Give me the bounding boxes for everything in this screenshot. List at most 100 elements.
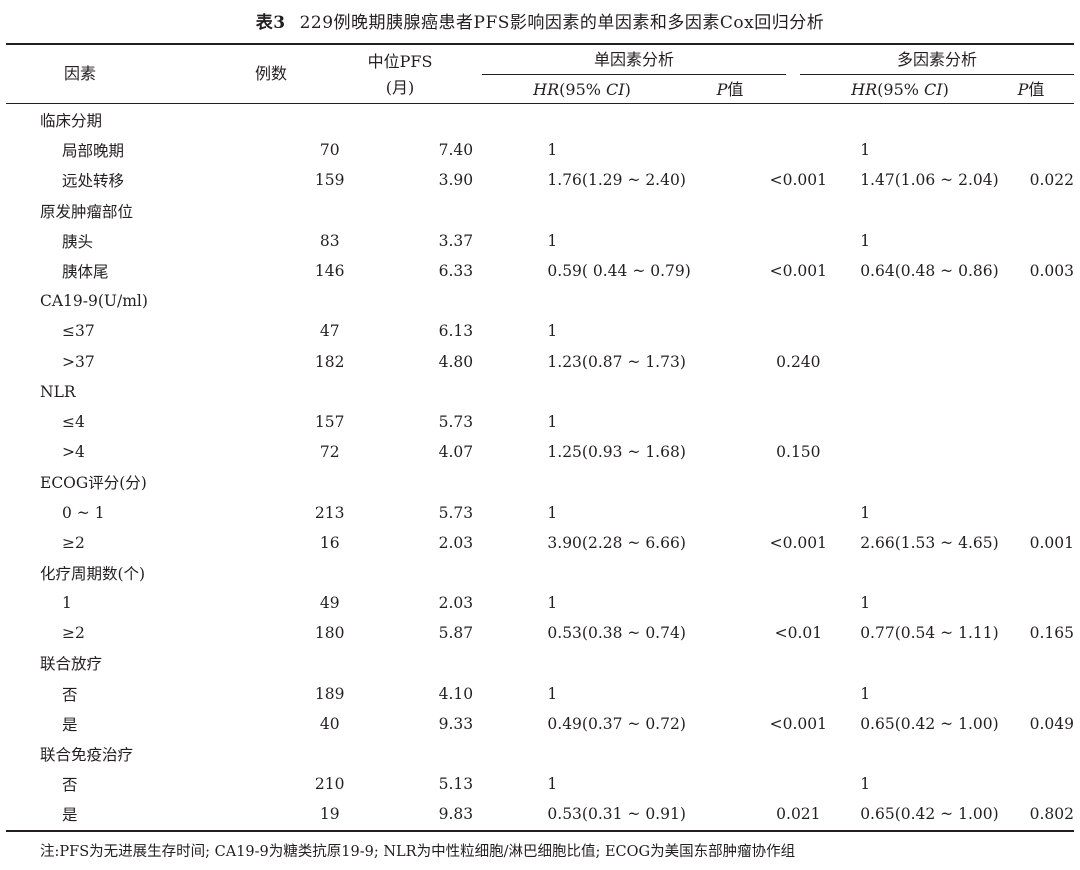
multivariate-p-cell	[1030, 679, 1074, 709]
multivariate-hr-cell: 0.64(0.48 ~ 0.86)	[860, 262, 999, 281]
multivariate-p-cell: 0.001	[1029, 533, 1074, 552]
multivariate-hr-cell	[860, 739, 1029, 769]
multivariate-p-cell: 0.049	[1029, 714, 1074, 733]
header-multi-p: P值	[986, 80, 1076, 100]
multivariate-hr-cell	[860, 558, 1029, 588]
median-pfs-cell	[364, 648, 547, 678]
table-row: 1 49 2.03 1 1	[6, 588, 1074, 618]
table-row: 是 19 9.83 0.53(0.31 ~ 0.91) 0.021 0.65(0.42 ~…	[6, 799, 1074, 829]
factor-cell: ≤4	[62, 412, 85, 431]
table-row: ≥2 180 5.87 0.53(0.38 ~ 0.74) <0.01 0.77(0.54…	[6, 618, 1074, 648]
count-cell: 180	[314, 624, 345, 643]
multivariate-p-cell	[1030, 648, 1074, 678]
multivariate-hr-cell: 1	[860, 231, 871, 250]
header-rule	[6, 103, 1074, 104]
multivariate-hr-cell: 1	[860, 594, 871, 613]
univariate-hr-cell: 1	[547, 412, 558, 431]
univariate-hr-cell: 1.25(0.93 ~ 1.68)	[547, 443, 686, 462]
univariate-p-cell: <0.01	[774, 624, 823, 643]
p-suffix: 值	[1028, 80, 1045, 99]
median-pfs-cell: 3.90	[438, 171, 474, 190]
header-factor: 因素	[63, 64, 96, 83]
median-pfs-cell: 9.83	[438, 805, 474, 824]
multivariate-p-cell	[1030, 135, 1074, 165]
count-cell: 16	[319, 533, 340, 552]
group-row: NLR	[6, 377, 1074, 407]
multivariate-p-cell	[1030, 226, 1074, 256]
factor-cell: 化疗周期数(个)	[40, 564, 146, 583]
factor-cell: 局部晚期	[62, 142, 125, 161]
univariate-hr-cell	[547, 105, 736, 135]
factor-cell: >4	[62, 443, 85, 462]
median-pfs-cell	[364, 196, 547, 226]
median-pfs-cell: 4.80	[438, 352, 474, 371]
factor-cell: 联合放疗	[40, 655, 103, 674]
count-cell	[295, 377, 364, 407]
group-row: 联合免疫治疗	[6, 739, 1074, 769]
count-cell	[295, 558, 364, 588]
factor-cell: 是	[62, 715, 78, 734]
group-row: CA19-9(U/ml)	[6, 286, 1074, 316]
multivariate-hr-cell	[860, 347, 1029, 377]
multivariate-p-cell: 0.165	[1029, 624, 1074, 643]
multivariate-hr-cell	[860, 196, 1029, 226]
univariate-p-cell	[737, 739, 861, 769]
multivariate-hr-cell	[860, 437, 1029, 467]
header-uni-hr: HR(95% CI)	[482, 80, 682, 100]
univariate-p-cell	[737, 679, 861, 709]
univariate-p-cell	[737, 135, 861, 165]
table-row: ≥2 16 2.03 3.90(2.28 ~ 6.66) <0.001 2.66(1.53…	[6, 528, 1074, 558]
multivariate-p-cell: 0.003	[1029, 262, 1074, 281]
table-title: 229例晚期胰腺癌患者PFS影响因素的单因素和多因素Cox回归分析	[299, 13, 825, 33]
multivariate-p-cell	[1030, 196, 1074, 226]
table-row: ≤4 157 5.73 1	[6, 407, 1074, 437]
hr-close: )	[942, 80, 949, 99]
count-cell: 83	[319, 231, 340, 250]
univariate-hr-cell	[547, 648, 736, 678]
univariate-p-cell	[737, 377, 861, 407]
median-pfs-cell	[364, 558, 547, 588]
multivariate-p-cell	[1030, 105, 1074, 135]
hr-label: HR	[851, 80, 878, 99]
factor-cell: ≤37	[62, 322, 95, 341]
count-cell: 40	[319, 714, 340, 733]
univariate-hr-cell: 1	[547, 775, 558, 794]
factor-cell: 0 ~ 1	[62, 503, 105, 522]
results-table: 临床分期 局部晚期 70 7.40 1 1 远处转移 159 3.90 1.76(1.29 ~ 2…	[6, 105, 1074, 830]
multivariate-hr-cell: 0.65(0.42 ~ 1.00)	[860, 805, 999, 824]
factor-cell: 联合免疫治疗	[40, 746, 134, 765]
ci-label: CI	[924, 80, 943, 99]
median-pfs-cell	[364, 105, 547, 135]
factor-cell: 胰头	[62, 232, 94, 251]
univariate-p-cell	[737, 226, 861, 256]
factor-cell: 胰体尾	[62, 263, 109, 282]
multivariate-hr-cell: 0.77(0.54 ~ 1.11)	[860, 624, 999, 643]
median-pfs-cell: 5.13	[438, 775, 474, 794]
multivariate-hr-cell	[860, 648, 1029, 678]
count-cell	[295, 648, 364, 678]
multivariate-hr-cell: 1	[860, 775, 871, 794]
factor-cell: 否	[62, 776, 78, 795]
hr-label: HR	[533, 80, 560, 99]
multivariate-p-cell: 0.802	[1029, 805, 1074, 824]
median-pfs-cell: 6.33	[438, 262, 474, 281]
group-row: 联合放疗	[6, 648, 1074, 678]
top-rule	[6, 43, 1074, 45]
factor-cell: 1	[62, 594, 72, 613]
univariate-p-cell: <0.001	[769, 714, 828, 733]
univariate-hr-cell: 0.59( 0.44 ~ 0.79)	[547, 262, 691, 281]
count-cell: 70	[319, 141, 340, 160]
multivariate-p-cell	[1030, 407, 1074, 437]
univariate-rule	[482, 74, 786, 75]
count-cell	[295, 739, 364, 769]
factor-cell: 远处转移	[62, 172, 125, 191]
header-count: 例数	[254, 64, 287, 83]
median-pfs-cell: 4.07	[438, 443, 474, 462]
multivariate-p-cell	[1030, 347, 1074, 377]
group-row: 化疗周期数(个)	[6, 558, 1074, 588]
count-cell	[295, 105, 364, 135]
univariate-p-cell	[737, 648, 861, 678]
p-label: P	[716, 80, 728, 99]
univariate-p-cell: 0.150	[776, 443, 821, 462]
multivariate-p-cell	[1030, 437, 1074, 467]
